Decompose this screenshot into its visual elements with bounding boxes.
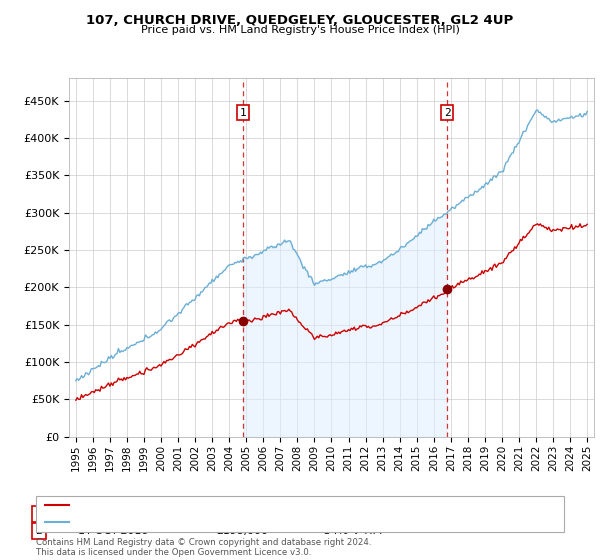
- Text: 14-OCT-2016: 14-OCT-2016: [78, 526, 149, 536]
- Text: 15-OCT-2004: 15-OCT-2004: [78, 509, 149, 519]
- Text: HPI: Average price, detached house, Gloucester: HPI: Average price, detached house, Glou…: [74, 517, 312, 527]
- Text: 2: 2: [444, 108, 451, 118]
- Text: £198,000: £198,000: [216, 526, 268, 536]
- Text: 1: 1: [239, 108, 246, 118]
- Text: Contains HM Land Registry data © Crown copyright and database right 2024.
This d: Contains HM Land Registry data © Crown c…: [36, 538, 371, 557]
- Text: Price paid vs. HM Land Registry's House Price Index (HPI): Price paid vs. HM Land Registry's House …: [140, 25, 460, 35]
- Text: 1: 1: [35, 509, 43, 519]
- Text: 107, CHURCH DRIVE, QUEDGELEY, GLOUCESTER, GL2 4UP (detached house): 107, CHURCH DRIVE, QUEDGELEY, GLOUCESTER…: [74, 500, 455, 510]
- Text: 107, CHURCH DRIVE, QUEDGELEY, GLOUCESTER, GL2 4UP: 107, CHURCH DRIVE, QUEDGELEY, GLOUCESTER…: [86, 14, 514, 27]
- Text: £155,000: £155,000: [216, 509, 268, 519]
- Text: 33% ↓ HPI: 33% ↓ HPI: [324, 509, 382, 519]
- Text: 2: 2: [35, 526, 43, 536]
- Text: 34% ↓ HPI: 34% ↓ HPI: [324, 526, 382, 536]
